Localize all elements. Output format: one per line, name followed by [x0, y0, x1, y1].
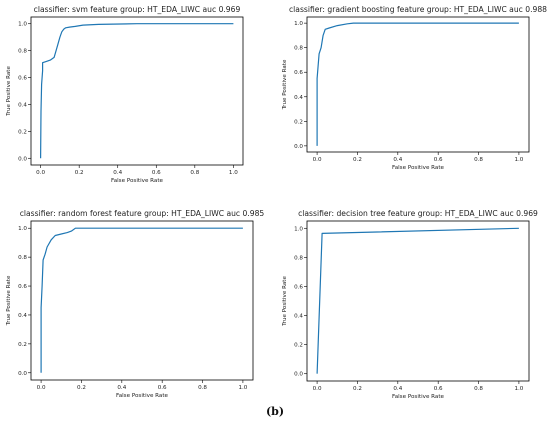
y-tick-label: 0.6	[294, 284, 303, 290]
x-tick-label: 1.0	[514, 386, 523, 392]
x-tick-label: 0.6	[158, 385, 167, 391]
x-axis-label: False Positive Rate	[116, 393, 169, 399]
roc-curve-line	[316, 227, 519, 374]
y-tick-label: 1.0	[294, 226, 303, 232]
x-axis-label: False Positive Rate	[111, 178, 164, 184]
x-tick-label: 0.0	[37, 385, 46, 391]
roc-curve-line	[40, 227, 243, 373]
y-tick-label: 0.6	[18, 284, 27, 290]
x-tick-label: 0.4	[393, 157, 402, 163]
x-tick-label: 0.8	[474, 386, 483, 392]
x-tick-label: 0.6	[434, 386, 443, 392]
roc-panel-4: classifier: decision tree feature group:…	[282, 209, 538, 400]
y-tick-label: 0.4	[18, 313, 27, 319]
x-tick-label: 0.4	[393, 386, 402, 392]
y-tick-label: 0.2	[18, 342, 27, 348]
plot-frame	[306, 220, 530, 382]
panel-title: classifier: gradient boosting feature gr…	[289, 5, 547, 14]
y-tick-label: 0.6	[18, 76, 27, 82]
roc-curve-line	[316, 22, 519, 146]
x-tick-label: 0.4	[113, 170, 122, 176]
y-tick-label: 0.2	[294, 119, 303, 125]
y-tick-label: 0.0	[18, 156, 27, 162]
roc-panel-1: classifier: svm feature group: HT_EDA_LI…	[6, 5, 244, 184]
y-tick-label: 0.8	[294, 255, 303, 261]
x-tick-label: 0.6	[434, 157, 443, 163]
y-tick-label: 0.8	[294, 46, 303, 52]
y-tick-label: 0.4	[294, 314, 303, 320]
roc-panel-2: classifier: gradient boosting feature gr…	[282, 5, 547, 171]
x-tick-label: 1.0	[238, 385, 247, 391]
x-tick-label: 0.2	[353, 157, 362, 163]
x-tick-label: 0.8	[474, 157, 483, 163]
y-tick-label: 0.0	[294, 144, 303, 150]
y-tick-label: 0.8	[18, 49, 27, 55]
y-tick-label: 1.0	[18, 226, 27, 232]
y-tick-label: 1.0	[18, 22, 27, 28]
x-axis-label: False Positive Rate	[392, 165, 445, 171]
y-tick-label: 1.0	[294, 21, 303, 27]
panel-title: classifier: svm feature group: HT_EDA_LI…	[34, 5, 241, 14]
x-tick-label: 0.4	[117, 385, 126, 391]
panel-title: classifier: random forest feature group:…	[20, 209, 265, 218]
x-tick-label: 0.2	[353, 386, 362, 392]
y-tick-label: 0.8	[18, 255, 27, 261]
roc-panel-3: classifier: random forest feature group:…	[6, 209, 264, 399]
x-tick-label: 0.0	[36, 170, 45, 176]
y-tick-label: 0.0	[18, 371, 27, 377]
figure-caption: (b)	[265, 405, 285, 418]
y-axis-label: True Positive Rate	[282, 276, 288, 327]
x-tick-label: 0.6	[152, 170, 161, 176]
y-tick-label: 0.4	[18, 102, 27, 108]
roc-curve-line	[40, 23, 234, 159]
y-axis-label: True Positive Rate	[282, 59, 288, 110]
y-tick-label: 0.0	[294, 372, 303, 378]
plot-frame	[30, 16, 244, 166]
y-axis-label: True Positive Rate	[6, 66, 12, 117]
x-tick-label: 0.2	[75, 170, 84, 176]
x-tick-label: 1.0	[229, 170, 238, 176]
x-tick-label: 0.8	[198, 385, 207, 391]
x-tick-label: 0.8	[190, 170, 199, 176]
y-tick-label: 0.6	[294, 70, 303, 76]
y-tick-label: 0.4	[294, 95, 303, 101]
x-tick-label: 0.2	[77, 385, 86, 391]
x-tick-label: 0.0	[313, 157, 322, 163]
x-tick-label: 0.0	[313, 386, 322, 392]
x-tick-label: 1.0	[514, 157, 523, 163]
plot-frame	[306, 16, 530, 153]
y-tick-label: 0.2	[18, 129, 27, 135]
plot-frame	[30, 220, 254, 381]
y-axis-label: True Positive Rate	[6, 275, 12, 326]
panel-title: classifier: decision tree feature group:…	[298, 209, 538, 218]
x-axis-label: False Positive Rate	[392, 394, 445, 400]
y-tick-label: 0.2	[294, 343, 303, 349]
